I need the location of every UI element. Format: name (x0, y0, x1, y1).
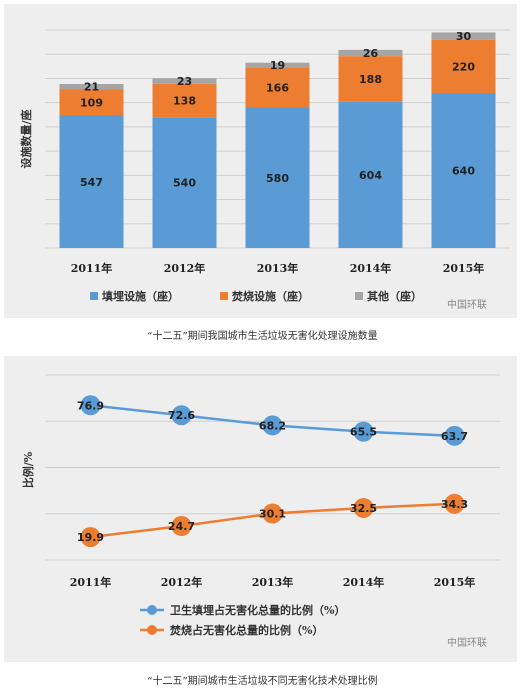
chart-caption: “十二五”期间我国城市生活垃圾无害化处理设施数量 (147, 331, 378, 342)
watermark-logo: 中国环联 (447, 638, 487, 649)
watermark-logo: 中国环联 (447, 300, 487, 311)
bar-chart-panel (4, 4, 517, 318)
line-chart-panel (4, 356, 517, 662)
chart-caption: “十二五”期间城市生活垃圾不同无害化技术处理比例 (147, 676, 378, 687)
